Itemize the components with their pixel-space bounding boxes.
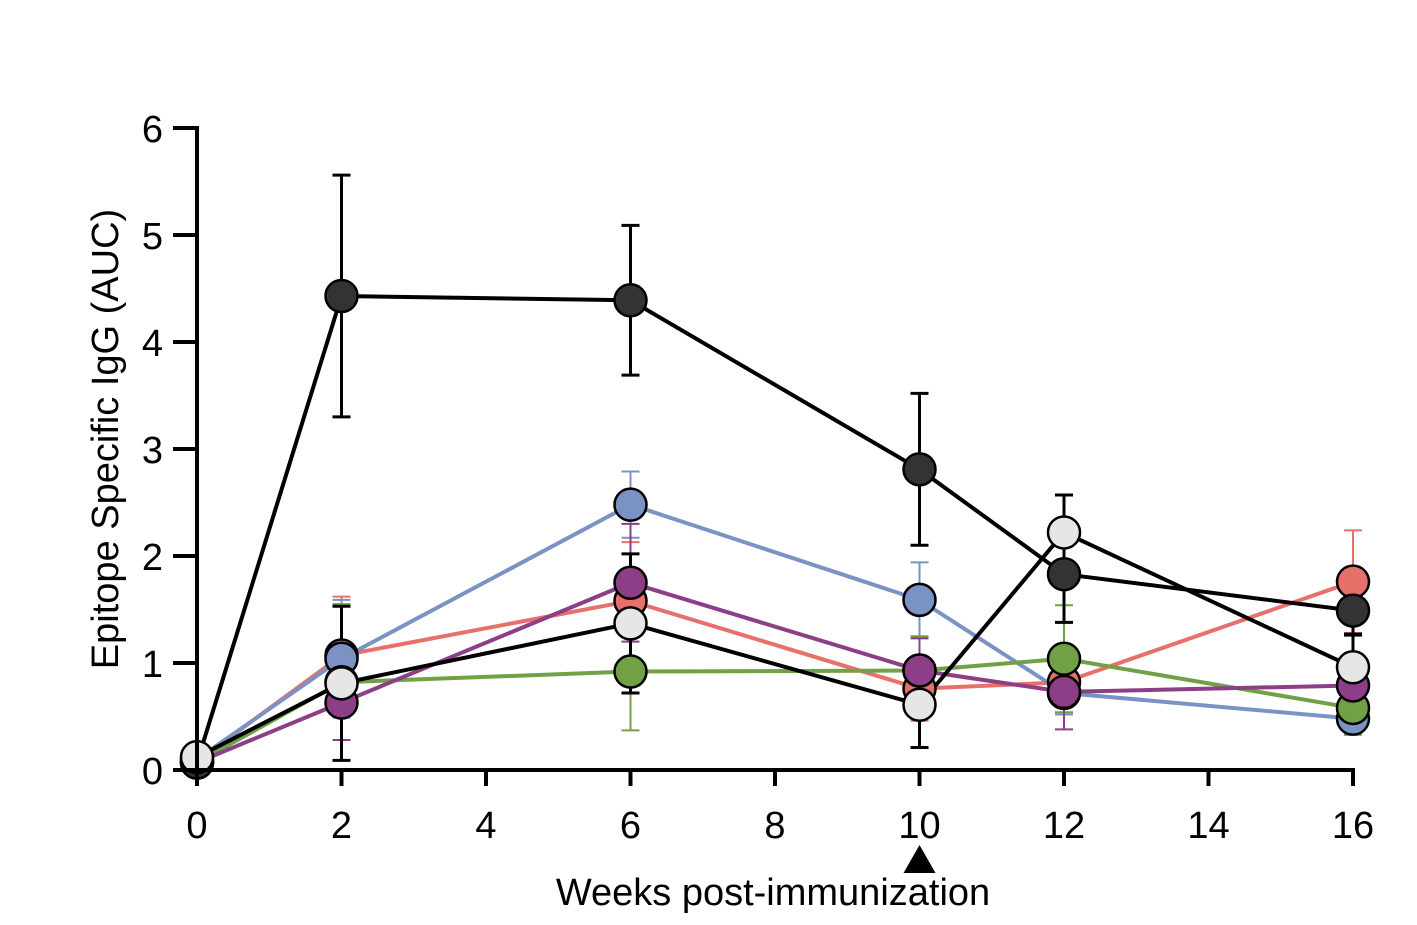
data-point	[1335, 564, 1371, 599]
data-point	[902, 687, 937, 722]
x-axis-title: Weeks post-immunization	[556, 872, 990, 914]
series-line	[196, 530, 1354, 759]
data-point	[1046, 515, 1082, 550]
x-axis-ticks: 0 2 4 6 8 10 12 14 16	[186, 770, 1374, 847]
data-point	[324, 278, 359, 314]
y-tick-label: 4	[142, 323, 163, 365]
boost-marker-icon	[903, 845, 936, 873]
data-point	[613, 565, 648, 600]
y-tick-label: 2	[142, 537, 163, 579]
x-tick-label: 16	[1332, 805, 1374, 847]
x-tick-label: 6	[620, 805, 641, 847]
data-point	[1046, 556, 1082, 592]
y-tick-label: 5	[142, 216, 163, 258]
data-point	[902, 582, 937, 618]
data-point	[1335, 593, 1371, 628]
y-tick-label: 3	[142, 430, 163, 472]
y-tick-label: 1	[142, 644, 163, 686]
x-tick-label: 8	[764, 805, 785, 847]
y-tick-label: 0	[142, 751, 163, 793]
x-tick-label: 0	[186, 805, 207, 847]
axes	[195, 126, 1355, 772]
series-line	[196, 656, 1354, 765]
y-axis-ticks: 0 1 2 3 4 5 6	[142, 109, 197, 793]
y-tick-label: 6	[142, 109, 163, 151]
series-line	[196, 580, 1354, 765]
series-points	[179, 278, 1371, 780]
data-point	[613, 654, 648, 689]
data-point	[902, 452, 937, 487]
data-point	[1046, 641, 1082, 676]
x-tick-label: 14	[1187, 805, 1229, 847]
y-axis-title: Epitope Specific IgG (AUC)	[85, 209, 127, 669]
data-point	[902, 653, 937, 688]
series-lines	[195, 293, 1354, 765]
x-tick-label: 10	[898, 805, 940, 847]
x-tick-label: 12	[1043, 805, 1085, 847]
x-tick-label: 4	[475, 805, 496, 847]
data-point	[613, 283, 648, 318]
x-tick-label: 2	[331, 805, 352, 847]
series-line	[195, 502, 1354, 761]
data-point	[324, 666, 359, 701]
data-point	[1335, 650, 1371, 685]
series-line	[195, 293, 1354, 764]
data-point	[1046, 674, 1082, 710]
data-point	[613, 487, 648, 522]
data-point	[613, 606, 648, 641]
